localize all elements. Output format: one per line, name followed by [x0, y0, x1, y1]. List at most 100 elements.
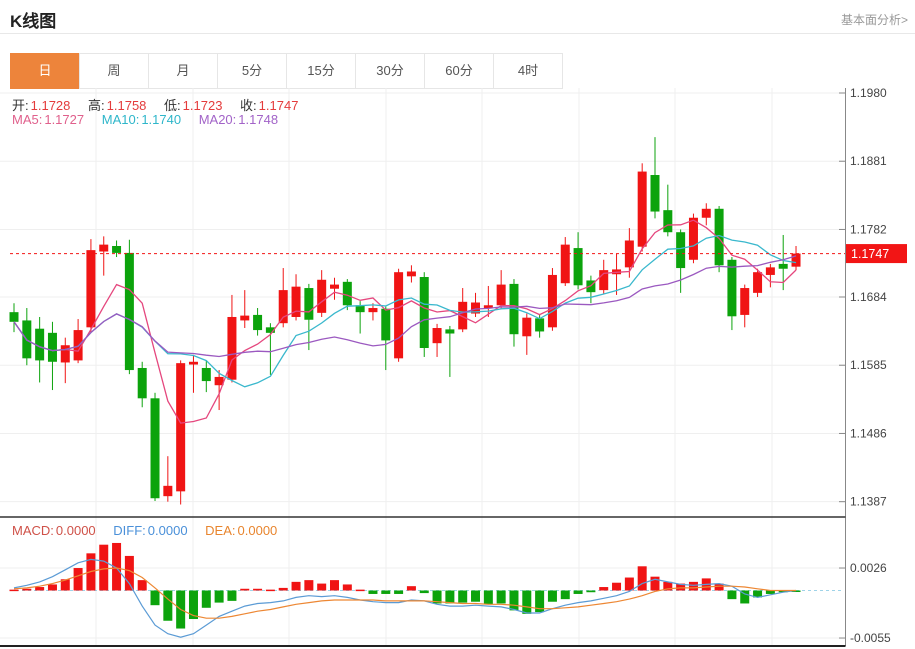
candle-body [150, 398, 160, 499]
high-label: 高: [88, 98, 105, 113]
macd-bar [253, 588, 263, 591]
macd-bar [612, 582, 622, 591]
candle-body [240, 315, 250, 321]
candle-body [727, 259, 737, 317]
macd-bar [535, 590, 545, 613]
candle-body [522, 317, 532, 337]
candle-body [112, 245, 122, 253]
candle-body [765, 267, 775, 275]
candle-body [406, 271, 416, 277]
low-value: 1.1723 [182, 98, 223, 113]
kline-chart-canvas[interactable]: 1.1980 1.1881 1.1782 1.1684 1.1585 1.1486 1.13… [0, 88, 915, 649]
macd-bar [381, 590, 391, 594]
candle-body [547, 274, 557, 328]
macd-bar [586, 590, 596, 593]
candle-body [714, 208, 724, 266]
candle-body [599, 270, 609, 291]
candle-body [86, 250, 96, 328]
macd-bar [676, 583, 686, 591]
macd-bar [458, 590, 468, 603]
macd-bar [240, 588, 250, 591]
ma10-label: MA10: [101, 112, 140, 127]
fundamental-analysis-link[interactable]: 基本面分析> [840, 13, 908, 27]
ma5-value: 1.1727 [44, 112, 85, 127]
current-price-value: 1.1747 [851, 247, 889, 261]
candle-body [560, 244, 570, 284]
open-value: 1.1728 [30, 98, 71, 113]
macd-bar [765, 590, 775, 594]
tab-5min[interactable]: 5分 [217, 53, 287, 89]
macd-bar [522, 590, 532, 614]
macd-bar [432, 590, 442, 604]
diff-value: 0.0000 [147, 523, 188, 538]
candle-body [483, 305, 493, 309]
tab-60min[interactable]: 60分 [424, 53, 494, 89]
macd-bar [419, 590, 429, 594]
candle-body [740, 288, 750, 315]
candle-body [368, 308, 378, 313]
macd-bar [394, 590, 404, 594]
page-title: K线图 [10, 12, 57, 31]
price-axis-label: 1.1980 [850, 88, 887, 100]
macd-bar [509, 590, 519, 611]
macd-bar [330, 580, 339, 591]
tab-15min[interactable]: 15分 [286, 53, 356, 89]
macd-bar [740, 590, 750, 604]
candle-body [176, 363, 186, 492]
macd-bar [73, 568, 83, 591]
dea-label: DEA: [205, 523, 236, 538]
candle-body [214, 376, 224, 386]
tab-week[interactable]: 周 [79, 53, 149, 89]
macd-bar [573, 590, 583, 594]
macd-bar [304, 580, 314, 591]
price-axis-label: 1.1881 [850, 154, 887, 168]
candle-body [381, 308, 391, 341]
ma5-line [13, 219, 797, 424]
close-value: 1.1747 [258, 98, 299, 113]
macd-bar [201, 590, 211, 608]
candle-body [355, 305, 365, 313]
macd-bar [214, 590, 224, 603]
macd-bar [791, 590, 801, 592]
macd-bar [47, 584, 57, 591]
candle-body [47, 332, 57, 362]
macd-bar [368, 590, 378, 594]
candle-body [663, 210, 673, 233]
macd-bar [99, 544, 109, 591]
macd-legend: MACD: 0.0000 DIFF: 0.0000 DEA: 0.0000 [12, 523, 279, 538]
price-axis-label: 1.1782 [850, 222, 887, 236]
tab-30min[interactable]: 30分 [355, 53, 425, 89]
macd-bar [124, 555, 134, 591]
candle-body [163, 485, 173, 497]
price-axis-label: 1.1684 [850, 290, 887, 304]
candle-body [419, 277, 429, 348]
candle-body [650, 175, 660, 212]
macd-axis-label: 0.0026 [850, 561, 887, 575]
candle-body [471, 302, 481, 314]
dea-value: 0.0000 [237, 523, 278, 538]
candle-body [573, 248, 583, 286]
close-label: 收: [240, 98, 257, 113]
candle-body [394, 272, 404, 359]
macd-bar [137, 580, 147, 591]
open-label: 开: [12, 98, 29, 113]
macd-bar [714, 583, 724, 591]
tab-4hour[interactable]: 4时 [493, 53, 563, 89]
macd-bar [22, 588, 32, 591]
macd-label: MACD: [12, 523, 54, 538]
candle-body [676, 232, 686, 269]
candle-body [445, 329, 455, 334]
candle-body [753, 272, 763, 293]
macd-bar [342, 584, 352, 591]
macd-bar [150, 590, 160, 606]
macd-bar [471, 590, 481, 602]
candle-body [637, 171, 647, 247]
macd-bar [727, 590, 737, 600]
period-tabbar: 日 周 月 5分 15分 30分 60分 4时 [10, 53, 563, 89]
candle-body [201, 367, 211, 382]
tab-day[interactable]: 日 [10, 53, 80, 89]
tab-month[interactable]: 月 [148, 53, 218, 89]
candle-body [188, 361, 198, 365]
price-axis-label: 1.1387 [850, 495, 887, 509]
candle-body [688, 217, 698, 260]
